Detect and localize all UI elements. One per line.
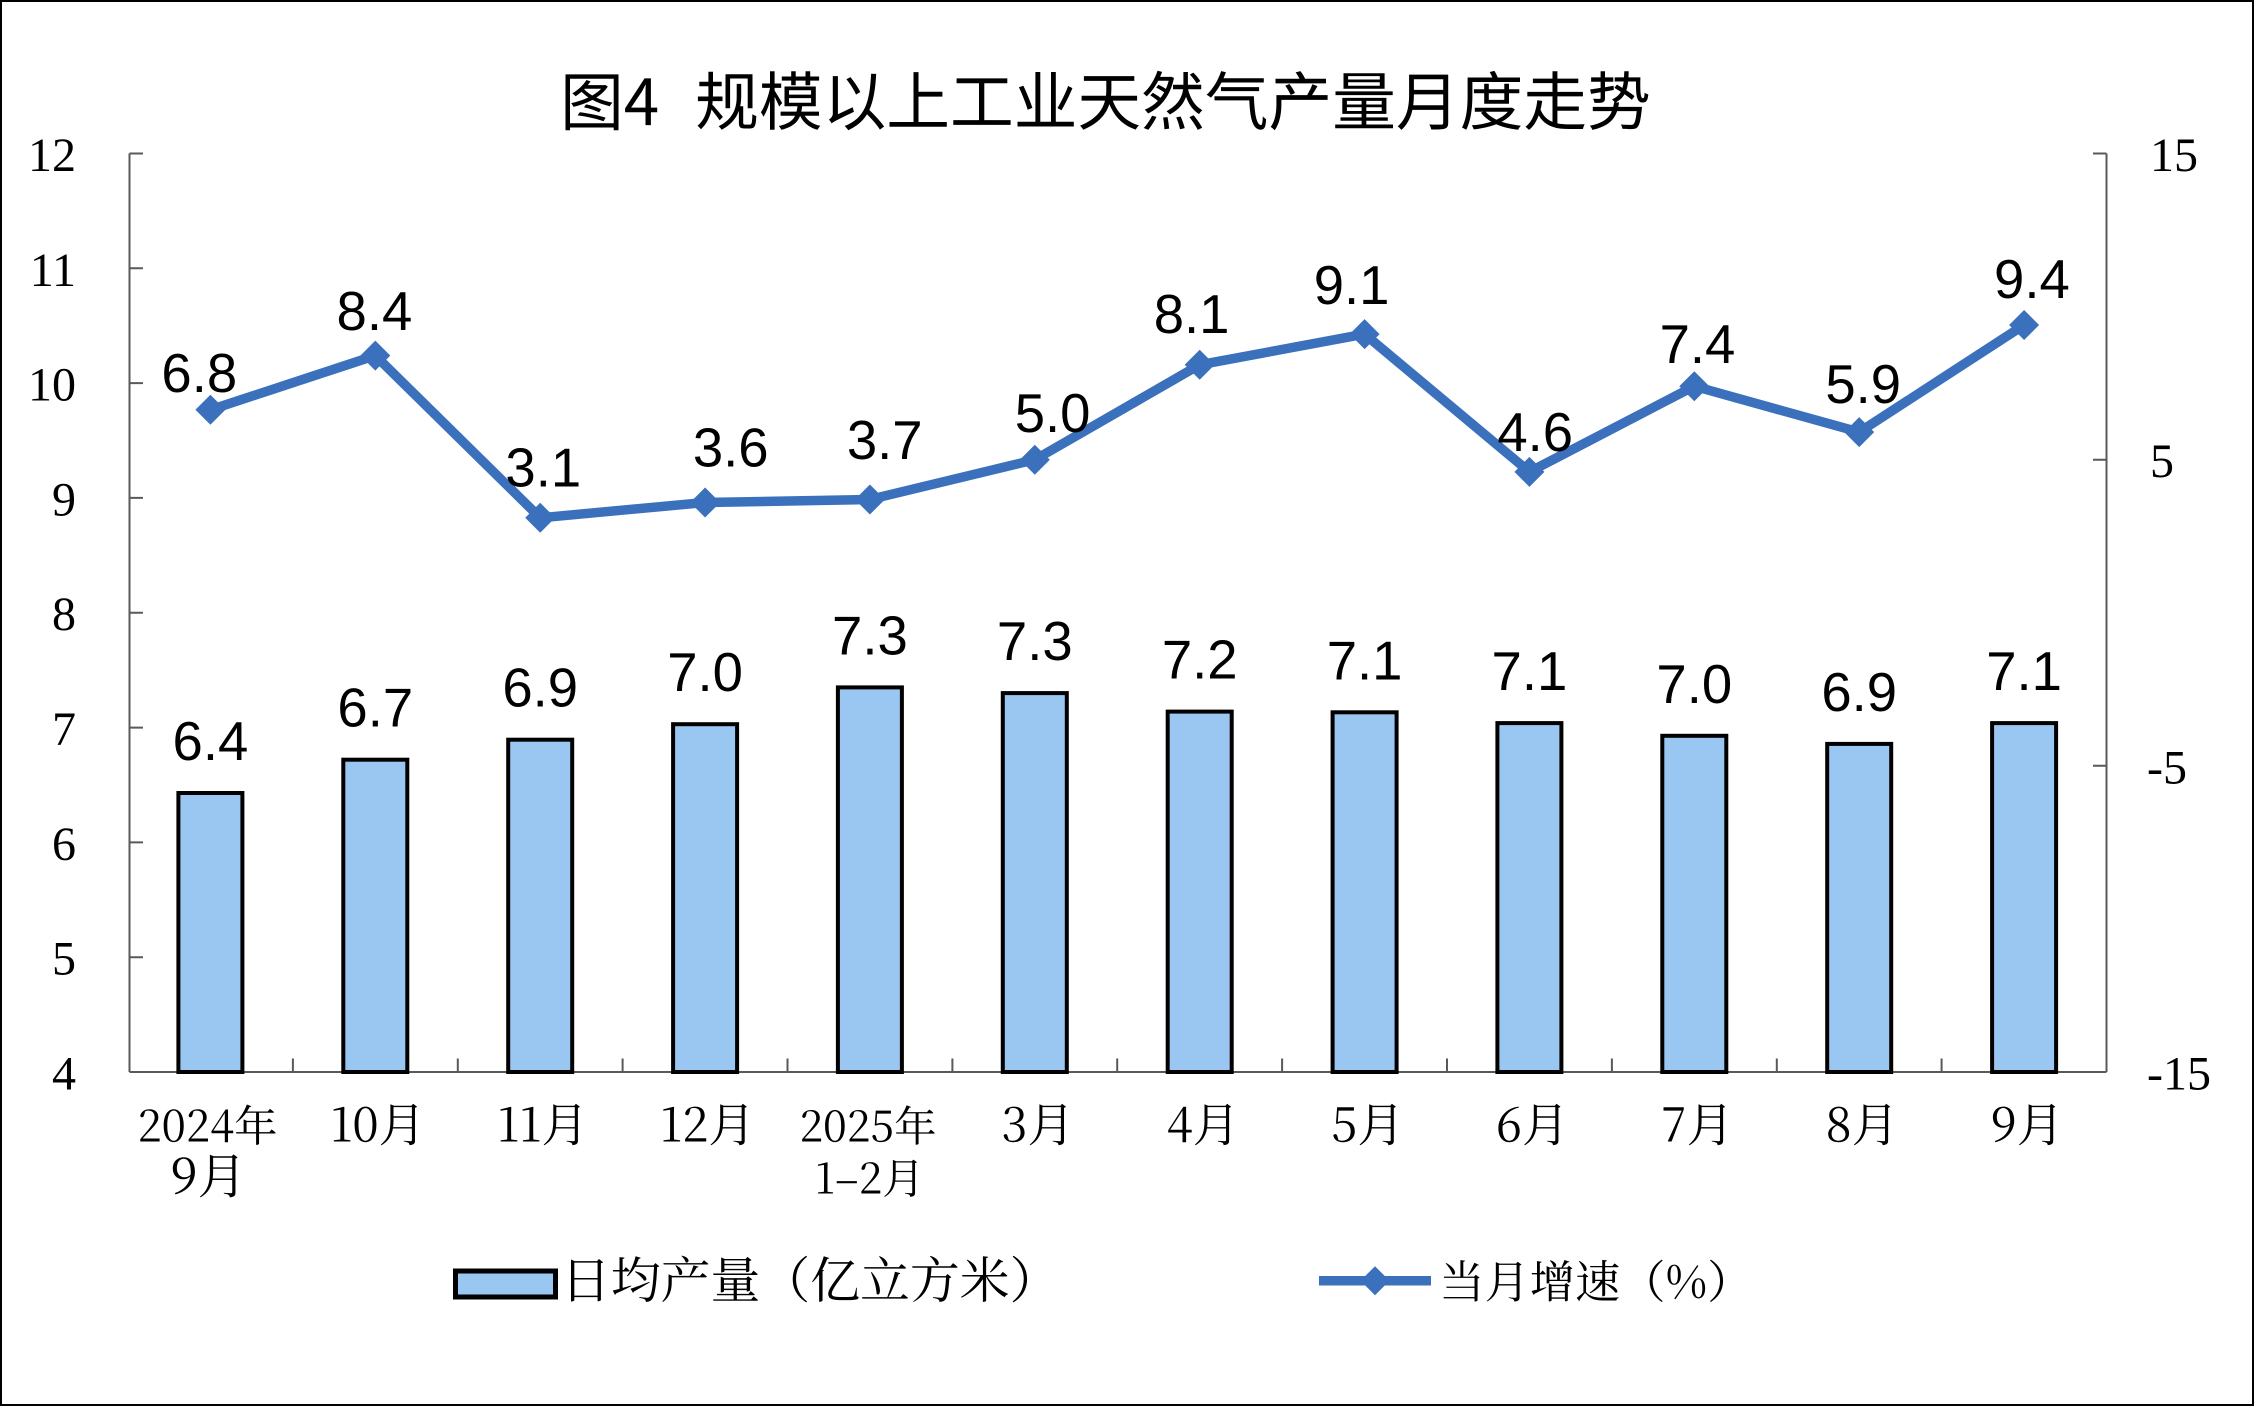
svg-text:5.0: 5.0 xyxy=(1015,383,1091,444)
svg-text:7.2: 7.2 xyxy=(1162,630,1238,691)
svg-text:12: 12 xyxy=(28,129,76,182)
svg-text:7.1: 7.1 xyxy=(1986,641,2062,702)
svg-text:6.7: 6.7 xyxy=(337,678,413,739)
svg-text:7.3: 7.3 xyxy=(832,605,908,666)
svg-text:5: 5 xyxy=(2150,435,2174,488)
svg-text:9: 9 xyxy=(52,473,76,526)
svg-text:7: 7 xyxy=(52,703,76,756)
svg-text:3.1: 3.1 xyxy=(505,438,581,499)
svg-text:9.1: 9.1 xyxy=(1314,255,1390,316)
svg-text:8: 8 xyxy=(52,588,76,641)
svg-text:6.9: 6.9 xyxy=(502,658,578,719)
svg-text:3.7: 3.7 xyxy=(847,410,923,471)
svg-text:-15: -15 xyxy=(2147,1048,2211,1101)
svg-text:-5: -5 xyxy=(2147,741,2187,794)
svg-text:15: 15 xyxy=(2150,129,2198,182)
svg-text:9.4: 9.4 xyxy=(1994,249,2070,310)
svg-text:5.9: 5.9 xyxy=(1825,354,1901,415)
svg-text:6.8: 6.8 xyxy=(161,343,237,404)
svg-text:7.4: 7.4 xyxy=(1660,314,1736,375)
svg-text:6.9: 6.9 xyxy=(1821,662,1897,723)
svg-text:11: 11 xyxy=(30,244,76,297)
svg-text:10: 10 xyxy=(28,359,76,412)
svg-text:7.0: 7.0 xyxy=(667,642,743,703)
svg-text:7.0: 7.0 xyxy=(1656,654,1732,715)
svg-text:4.6: 4.6 xyxy=(1497,402,1573,463)
svg-text:7.3: 7.3 xyxy=(997,611,1073,672)
svg-text:6.4: 6.4 xyxy=(173,711,249,772)
svg-text:8.4: 8.4 xyxy=(337,281,413,342)
svg-text:6: 6 xyxy=(52,818,76,871)
svg-text:3.6: 3.6 xyxy=(693,418,769,479)
svg-text:7.1: 7.1 xyxy=(1327,630,1403,691)
svg-text:4: 4 xyxy=(52,1048,76,1101)
svg-text:7.1: 7.1 xyxy=(1492,641,1568,702)
svg-text:8.1: 8.1 xyxy=(1154,284,1230,345)
svg-text:5: 5 xyxy=(52,933,76,986)
